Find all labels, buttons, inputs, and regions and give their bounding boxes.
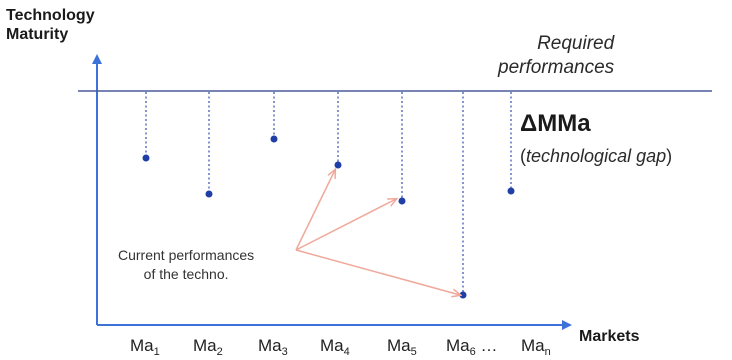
market-tick-1: Ma1 [130, 336, 160, 358]
point-ma1 [142, 154, 150, 162]
required-label-line1: Required [537, 33, 615, 54]
market-tick-4: Ma4 [320, 336, 350, 358]
market-tick-5: Ma5 [387, 336, 417, 358]
market-tick-2: Ma2 [193, 336, 223, 358]
current-performances-label: Current performances of the techno. [118, 246, 254, 284]
market-tick-base: Ma [387, 336, 411, 355]
market-tick-sub: 1 [153, 346, 160, 358]
y-axis-label-line1: Technology [6, 7, 95, 24]
point-ma2 [205, 190, 213, 198]
market-tick-suffix: … [475, 336, 498, 355]
required-performances-label: Required performances [498, 32, 614, 80]
point-man [507, 187, 515, 195]
market-tick-sub: 3 [281, 346, 288, 358]
market-tick-sub: 2 [216, 346, 223, 358]
gap-lines [145, 92, 512, 294]
current-label-line1: Current performances [118, 247, 255, 263]
arrow-to-ma5 [295, 199, 396, 251]
market-tick-base: Ma [446, 336, 470, 355]
market-tick-base: Ma [258, 336, 282, 355]
gap-subtitle-open: ( [520, 146, 526, 166]
market-tick-base: Ma [320, 336, 344, 355]
market-tick-sub: n [544, 346, 551, 358]
current-performance-arrows [295, 170, 460, 295]
market-tick-base: Ma [521, 336, 545, 355]
point-ma3 [270, 135, 278, 143]
required-label-line2: performances [498, 57, 615, 78]
point-ma4 [334, 161, 342, 169]
market-tick-sub: 5 [410, 346, 417, 358]
market-tick-3: Ma3 [258, 336, 288, 358]
gap-subtitle-close: ) [666, 146, 673, 166]
arrow-to-ma4 [295, 170, 335, 251]
current-label-line2: of the techno. [143, 266, 229, 282]
performance-points [142, 135, 515, 299]
market-tick-base: Ma [193, 336, 217, 355]
market-tick-base: Ma [130, 336, 154, 355]
market-tick-n: Man [521, 336, 551, 358]
point-ma5 [398, 197, 406, 205]
y-axis-label: Technology Maturity [6, 6, 95, 44]
market-tick-sub: 4 [343, 346, 350, 358]
point-ma6 [459, 291, 467, 299]
gap-title: ΔMMa [520, 110, 591, 137]
gap-subtitle-text: technological gap [526, 146, 667, 166]
x-axis-label: Markets [579, 328, 640, 345]
market-tick-6: Ma6 … [446, 336, 497, 358]
y-axis-label-line2: Maturity [6, 26, 69, 43]
market-tick-sub: 6 [469, 346, 476, 358]
arrow-to-ma6 [295, 249, 460, 295]
gap-subtitle: (technological gap) [520, 146, 672, 167]
